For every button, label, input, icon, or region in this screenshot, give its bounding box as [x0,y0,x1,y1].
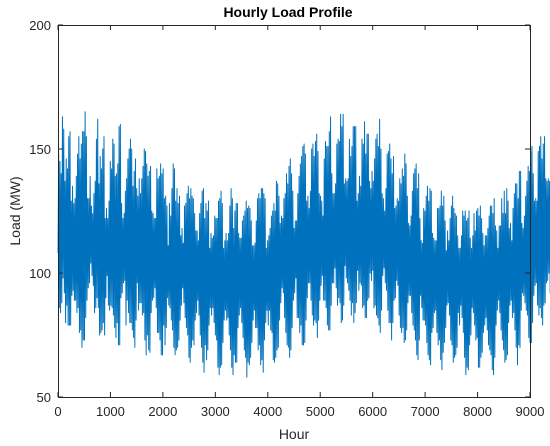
x-tick-label: 4000 [253,404,282,419]
y-tick-label: 200 [29,18,51,33]
y-tick-label: 100 [29,266,51,281]
x-axis-label: Hour [279,426,310,442]
axes-frame [58,25,531,398]
x-tick-label: 8000 [463,404,492,419]
x-tick-label: 1000 [96,404,125,419]
x-tick-label: 3000 [201,404,230,419]
y-tick-label: 150 [29,142,51,157]
x-tick-label: 2000 [148,404,177,419]
x-axis: 0 1000 2000 3000 4000 5000 6000 7000 8000 9000 [54,25,544,419]
y-axis-label: Load (MW) [7,176,23,245]
plot-area [57,111,550,378]
y-tick-label: 50 [37,390,51,405]
x-tick-label: 5000 [306,404,335,419]
chart-title: Hourly Load Profile [223,4,352,20]
y-axis: 50 100 150 200 [29,18,530,405]
x-tick-label: 0 [54,404,61,419]
x-tick-label: 6000 [358,404,387,419]
x-tick-label: 7000 [411,404,440,419]
series-line [57,111,550,378]
x-tick-label: 9000 [516,404,545,419]
